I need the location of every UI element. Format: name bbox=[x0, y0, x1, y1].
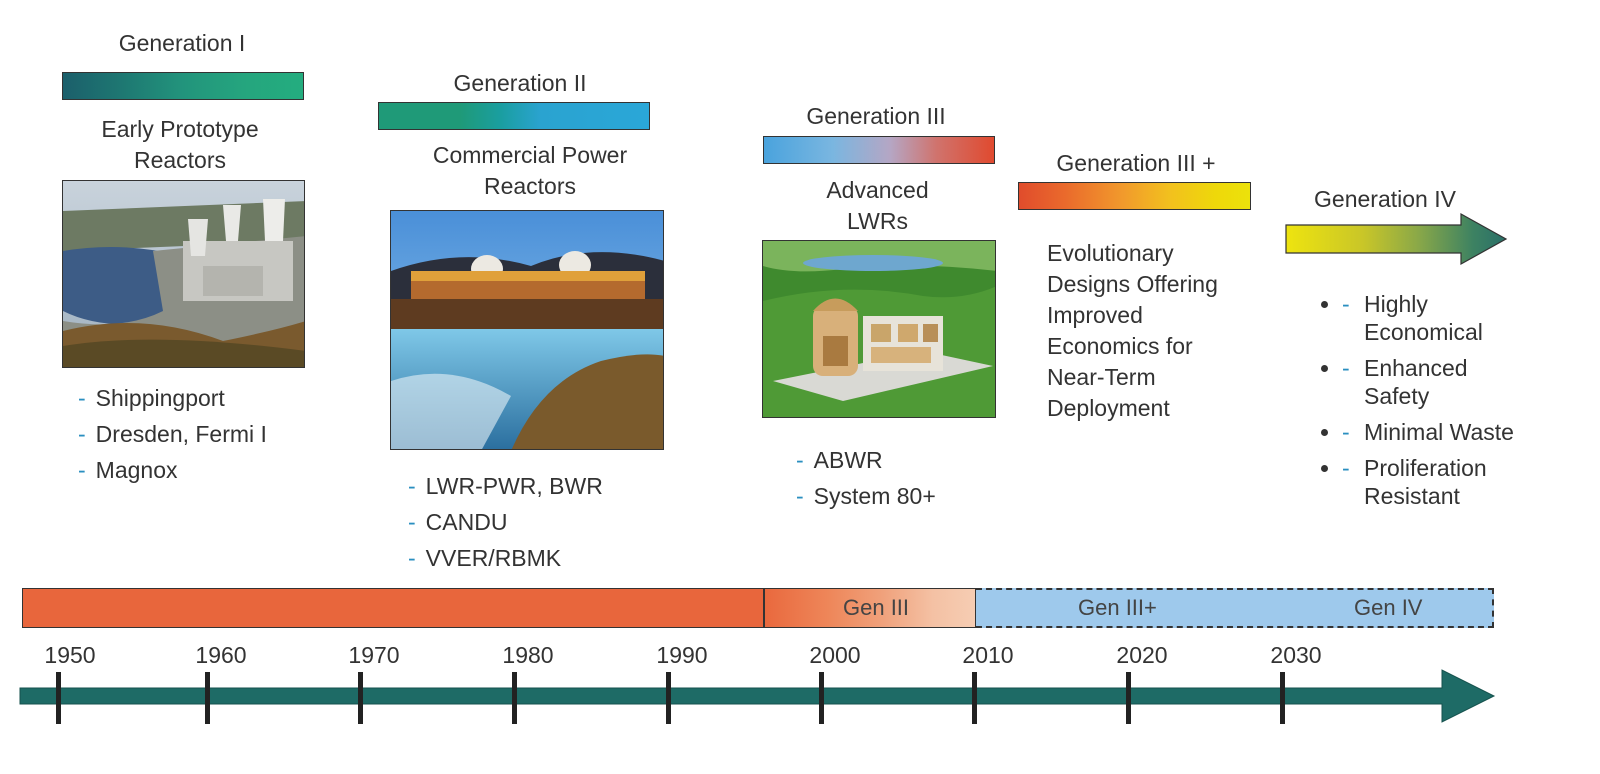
timeline-axis-arrow bbox=[19, 669, 1496, 724]
bullet-dash: - bbox=[408, 509, 416, 535]
list-item: - Shippingport bbox=[78, 385, 225, 411]
year-label: 1950 bbox=[44, 642, 96, 668]
gen4-title: Generation IV bbox=[1314, 186, 1456, 212]
gen2-color-bar bbox=[378, 102, 650, 130]
band-gen3plus-gen4: Gen III+ Gen IV bbox=[976, 588, 1494, 628]
year-label: 2030 bbox=[1270, 642, 1322, 668]
bullet-dash: - bbox=[78, 457, 86, 483]
band-gen3plus-label: Gen III+ bbox=[1078, 595, 1157, 620]
list-item: -Highly Economical bbox=[1342, 290, 1532, 346]
bullet-dash: - bbox=[796, 483, 804, 509]
bullet-dash: - bbox=[408, 545, 416, 571]
year-label: 1960 bbox=[195, 642, 247, 668]
gen2-title: Generation II bbox=[453, 70, 587, 96]
band-gen1-gen2 bbox=[22, 588, 764, 628]
gen3plus-color-bar bbox=[1018, 182, 1251, 210]
gen1-title: Generation I bbox=[118, 30, 246, 56]
gen3-color-bar bbox=[763, 136, 995, 164]
band-gen3: Gen III bbox=[764, 588, 976, 628]
list-item: -Proliferation Resistant bbox=[1342, 454, 1532, 510]
list-item: - Magnox bbox=[78, 457, 178, 483]
gen3-photo bbox=[762, 240, 996, 418]
bullet-dash: - bbox=[1342, 455, 1350, 481]
bullet-dash: - bbox=[78, 421, 86, 447]
bullet-dash: - bbox=[1342, 291, 1350, 317]
year-label: 1980 bbox=[502, 642, 554, 668]
gen3-examples: - ABWR - System 80+ bbox=[796, 442, 936, 514]
bullet-dash: - bbox=[78, 385, 86, 411]
year-label: 2020 bbox=[1116, 642, 1168, 668]
list-item: - Dresden, Fermi I bbox=[78, 421, 267, 447]
gen1-description: Early Prototype Reactors bbox=[101, 116, 259, 173]
year-label: 2000 bbox=[809, 642, 861, 668]
gen3plus-description: Evolutionary Designs Offering Improved E… bbox=[1047, 240, 1218, 421]
band-gen3-label: Gen III bbox=[843, 595, 910, 620]
bullet-dash: - bbox=[408, 473, 416, 499]
list-item: - ABWR bbox=[796, 447, 883, 473]
bullet-dash: - bbox=[1342, 419, 1350, 445]
list-item: - LWR-PWR, BWR bbox=[408, 473, 603, 499]
gen2-description: Commercial Power Reactors bbox=[432, 142, 628, 199]
gen3plus-title: Generation III + bbox=[1056, 150, 1216, 176]
gen4-arrow bbox=[1285, 212, 1508, 266]
gen3-description: Advanced LWRs bbox=[826, 177, 929, 234]
gen2-examples: - LWR-PWR, BWR - CANDU - VVER/RBMK bbox=[408, 468, 603, 576]
year-label: 1970 bbox=[348, 642, 400, 668]
gen1-examples: - Shippingport - Dresden, Fermi I - Magnox bbox=[78, 380, 267, 488]
year-label: 1990 bbox=[656, 642, 708, 668]
gen1-color-bar bbox=[62, 72, 304, 100]
year-label: 2010 bbox=[962, 642, 1014, 668]
gen3-title: Generation III bbox=[806, 103, 946, 129]
gen1-photo bbox=[62, 180, 305, 368]
list-item: -Minimal Waste bbox=[1342, 418, 1532, 446]
bullet-dash: - bbox=[1342, 355, 1350, 381]
list-item: - System 80+ bbox=[796, 483, 936, 509]
gen2-photo bbox=[390, 210, 664, 450]
bullet-dash: - bbox=[796, 447, 804, 473]
list-item: - CANDU bbox=[408, 509, 508, 535]
band-gen4-label: Gen IV bbox=[1354, 595, 1423, 620]
gen4-features: -Highly Economical -Enhanced Safety -Min… bbox=[1302, 290, 1532, 518]
list-item: - VVER/RBMK bbox=[408, 545, 562, 571]
list-item: -Enhanced Safety bbox=[1342, 354, 1532, 410]
